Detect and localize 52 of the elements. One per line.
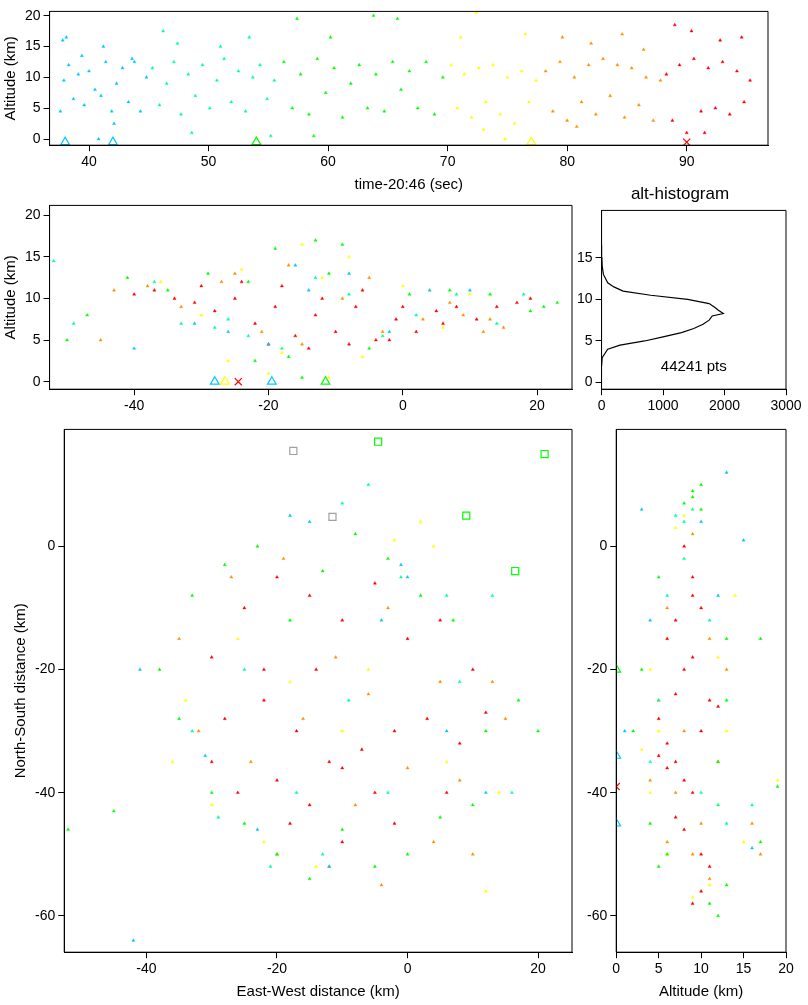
x-tick-label: 5 [654,960,663,977]
y-tick-label: 0 [584,373,593,390]
chart-title: alt-histogram [630,183,730,203]
x-tick-label: 50 [200,153,217,170]
y-tick-label: 0 [47,537,56,554]
x-tick-label: -40 [136,960,157,977]
y-tick-label: 10 [576,290,593,307]
x-tick-label: 3000 [770,397,802,414]
y-tick-label: 15 [576,248,593,265]
y-axis-title: Altitude (km) [1,36,19,121]
y-tick-label: 5 [32,330,41,347]
y-tick-label: 10 [24,289,41,306]
x-tick-label: 20 [530,960,547,977]
y-tick-label: -20 [35,660,56,677]
y-tick-label: -40 [35,783,56,800]
y-tick-label: -40 [587,783,608,800]
x-axis-title: East-West distance (km) [236,982,400,1000]
x-tick-label: -20 [266,960,288,977]
x-tick-label: 90 [678,153,695,170]
y-tick-label: 0 [599,537,608,554]
y-tick-label: -60 [587,906,608,923]
y-tick-label: 0 [32,372,41,389]
x-tick-label: 0 [398,397,407,414]
x-tick-label: 20 [529,397,546,414]
x-tick-label: 0 [612,960,621,977]
y-tick-label: 20 [24,206,41,223]
x-tick-label: 70 [439,153,456,170]
y-tick-label: 10 [24,68,41,85]
y-axis-title: Altitude (km) [1,255,19,340]
x-tick-label: 20 [778,960,794,977]
x-tick-label: 1000 [647,397,679,414]
y-tick-label: 5 [584,331,593,348]
y-tick-label: 15 [24,247,41,264]
y-tick-label: -20 [587,660,608,677]
y-axis-title: North-South distance (km) [11,603,29,779]
x-axis-title: Altitude (km) [659,982,744,1000]
y-tick-label: 20 [24,6,41,23]
x-tick-label: -40 [124,397,145,414]
x-tick-label: 2000 [708,397,741,414]
x-tick-label: 60 [320,153,337,170]
x-tick-label: 80 [559,153,576,170]
x-axis-title: time-20:46 (sec) [354,175,463,193]
x-tick-label: 40 [81,153,98,170]
y-tick-label: 0 [32,129,41,146]
annotation: 44241 pts [660,357,727,375]
y-tick-label: 5 [32,99,41,116]
x-tick-label: 15 [735,960,752,977]
y-tick-label: -60 [35,906,56,923]
x-tick-label: -20 [258,397,279,414]
x-tick-label: 0 [403,960,412,977]
x-tick-label: 10 [693,960,710,977]
y-tick-label: 15 [24,37,41,54]
